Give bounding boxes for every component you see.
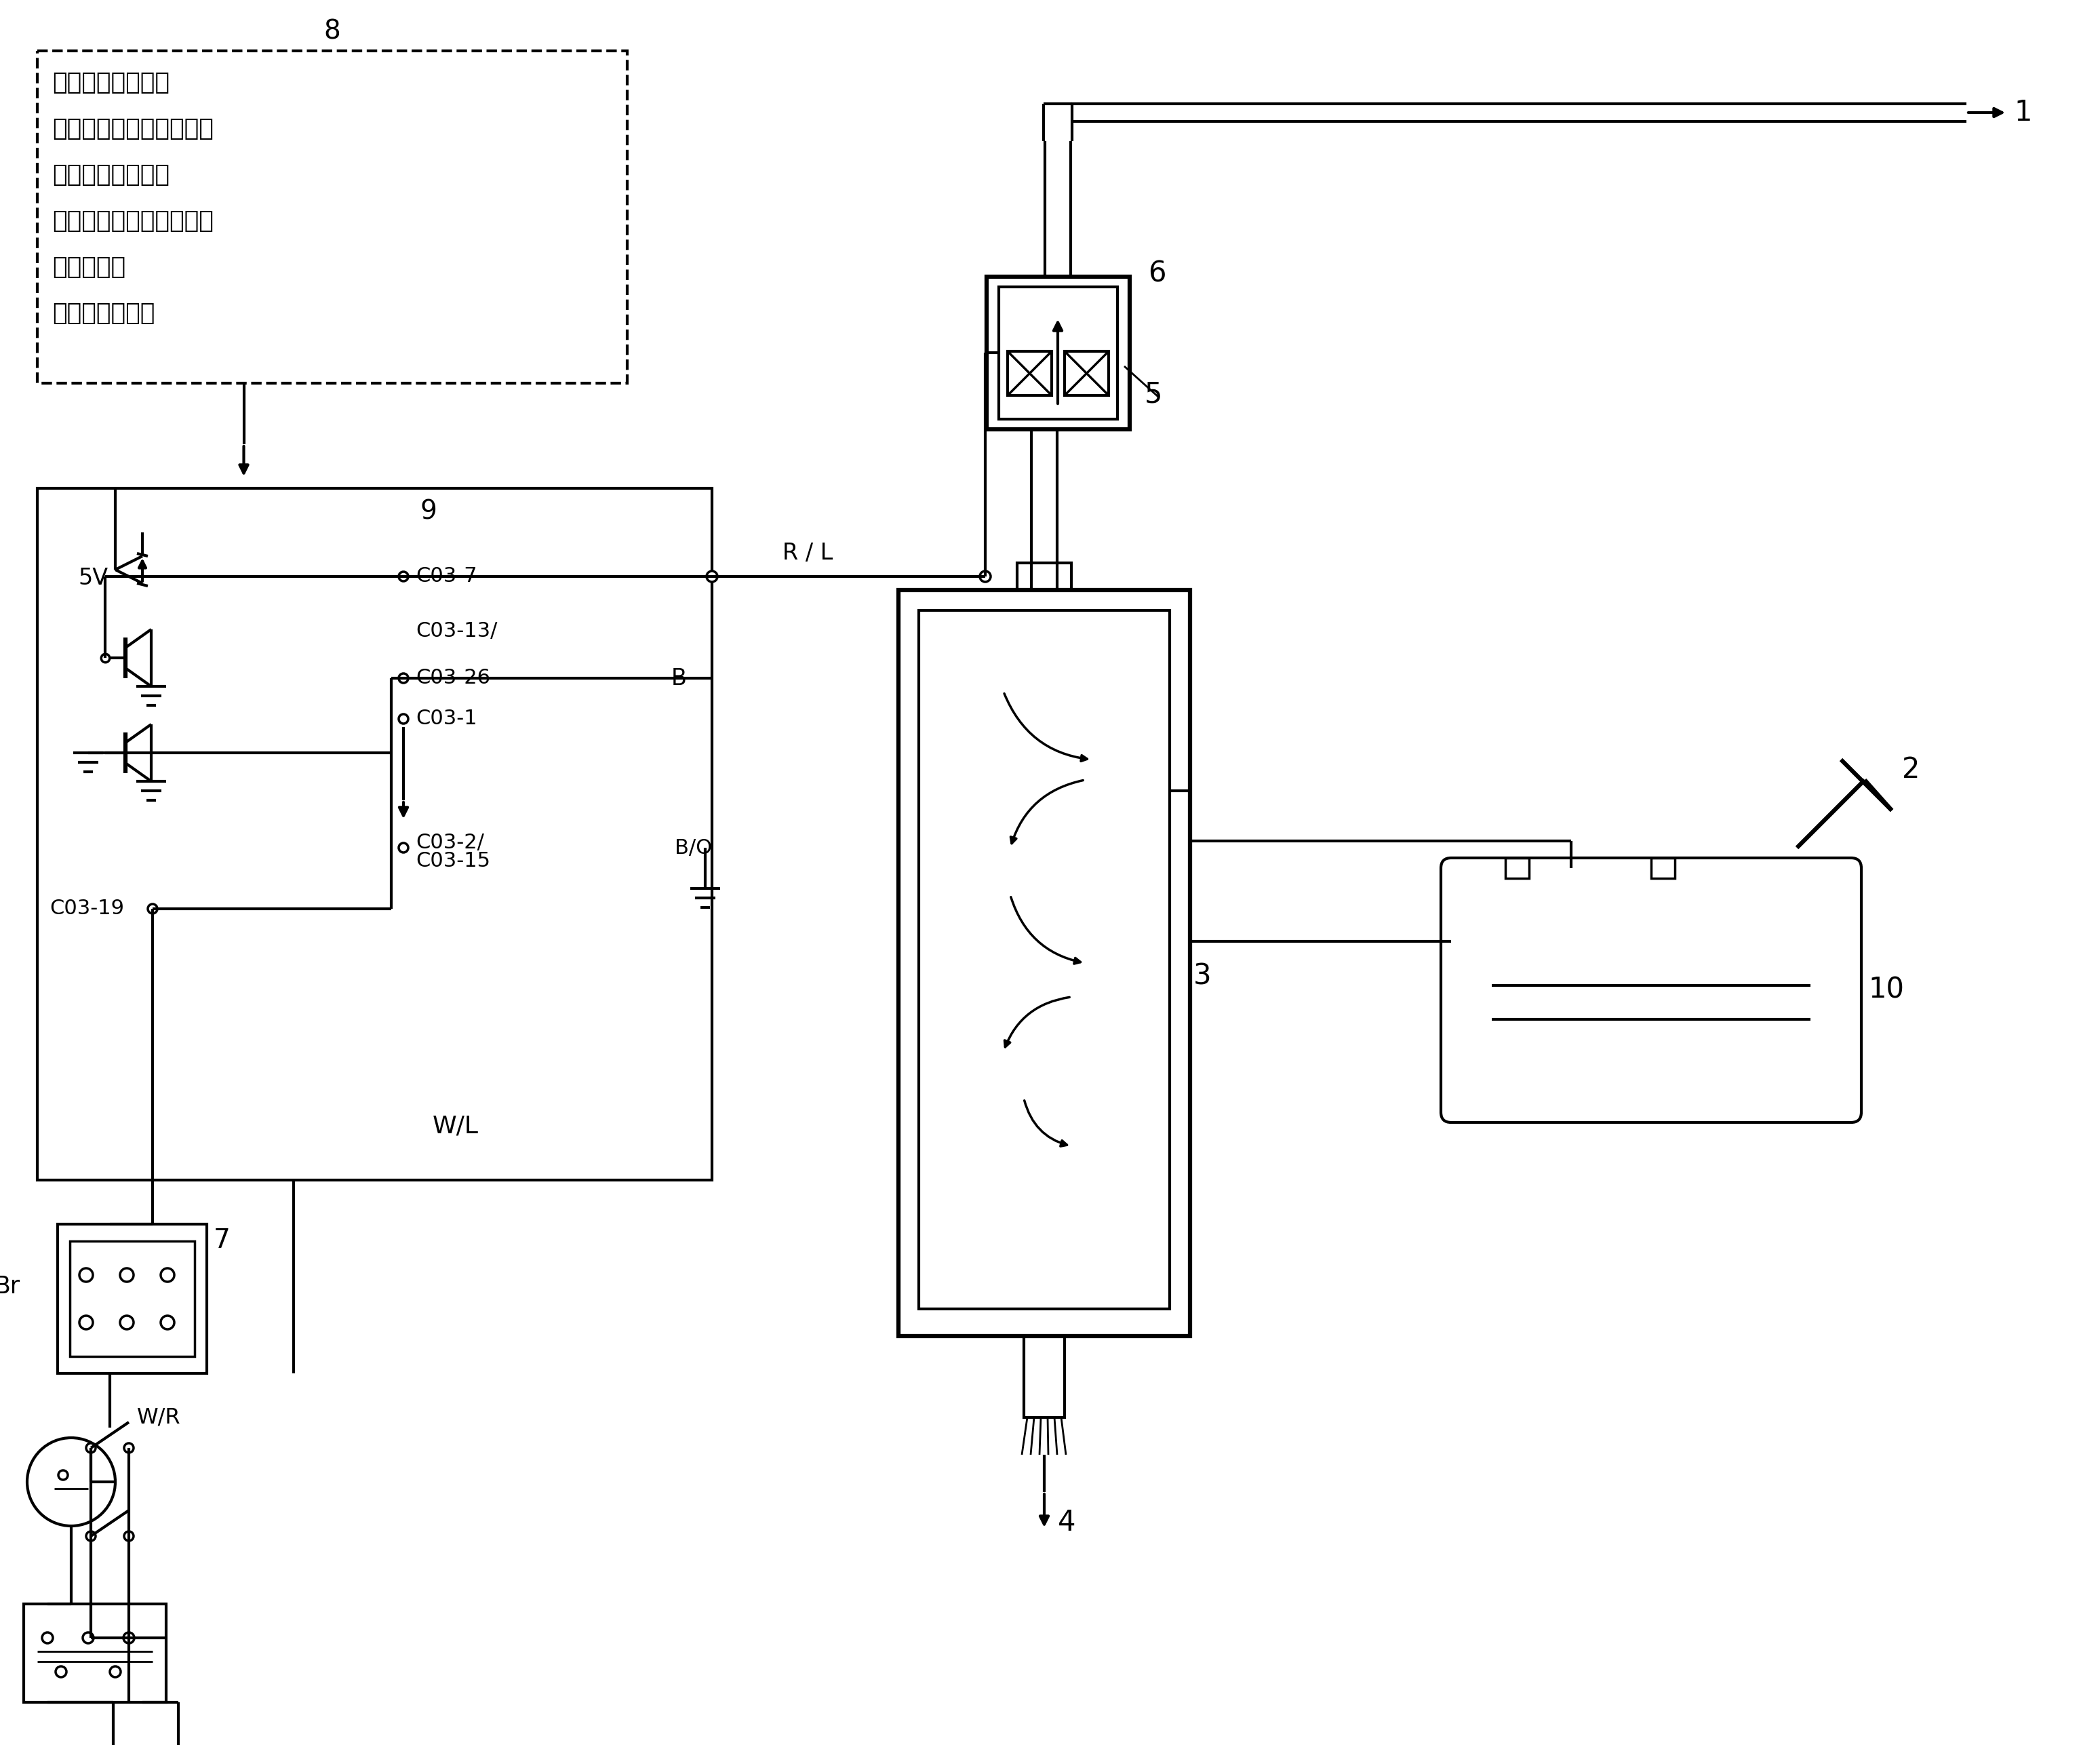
- Text: 4: 4: [1058, 1508, 1075, 1537]
- Circle shape: [42, 1632, 53, 1644]
- Circle shape: [124, 1632, 134, 1644]
- Circle shape: [82, 1632, 95, 1644]
- Bar: [1000, 286, 1117, 419]
- Bar: [1065, 351, 1109, 396]
- Circle shape: [399, 714, 407, 724]
- Text: 6: 6: [1149, 260, 1166, 288]
- Circle shape: [59, 1471, 67, 1480]
- Text: 车速传感器: 车速传感器: [53, 257, 126, 279]
- Bar: [38, 489, 712, 1180]
- Text: 进气歧管绝对压力传感器: 进气歧管绝对压力传感器: [53, 117, 214, 140]
- Bar: [899, 590, 1191, 1337]
- Circle shape: [981, 571, 991, 581]
- Bar: [1025, 1337, 1065, 1417]
- Text: B/O: B/O: [674, 838, 712, 857]
- Bar: [1506, 859, 1529, 878]
- Text: C03-15: C03-15: [416, 852, 489, 871]
- Text: C03-13/: C03-13/: [416, 621, 498, 640]
- Circle shape: [124, 1532, 134, 1541]
- Bar: [987, 277, 1130, 429]
- Text: Br: Br: [0, 1276, 21, 1298]
- Text: 3: 3: [1193, 961, 1212, 991]
- Bar: [38, 51, 628, 384]
- Text: W/L: W/L: [433, 1115, 479, 1138]
- Circle shape: [162, 1316, 174, 1330]
- Circle shape: [55, 1666, 67, 1677]
- Circle shape: [86, 1532, 97, 1541]
- Text: 发动机冷却液温度传感器: 发动机冷却液温度传感器: [53, 209, 214, 232]
- Text: 9: 9: [420, 499, 437, 524]
- Bar: [1651, 859, 1676, 878]
- Circle shape: [162, 1269, 174, 1283]
- Circle shape: [80, 1269, 92, 1283]
- Text: 8: 8: [323, 17, 340, 44]
- Text: B: B: [672, 667, 687, 689]
- Text: C03-19: C03-19: [50, 899, 124, 918]
- Bar: [23, 1604, 166, 1703]
- Circle shape: [120, 1316, 134, 1330]
- Circle shape: [399, 674, 407, 682]
- Circle shape: [109, 1666, 120, 1677]
- Circle shape: [120, 1269, 134, 1283]
- Circle shape: [399, 843, 407, 853]
- Text: R / L: R / L: [783, 543, 834, 564]
- Text: 凸轮轴位置传感器: 凸轮轴位置传感器: [53, 164, 170, 187]
- Text: 1: 1: [2014, 98, 2033, 127]
- Bar: [1008, 351, 1052, 396]
- Circle shape: [706, 571, 718, 581]
- Text: 2: 2: [1903, 756, 1919, 784]
- Text: 节气门位置传感器: 节气门位置传感器: [53, 72, 170, 94]
- Circle shape: [399, 572, 407, 581]
- Circle shape: [80, 1316, 92, 1330]
- Text: C03-1: C03-1: [416, 708, 477, 729]
- Circle shape: [147, 904, 158, 914]
- Text: C03-7: C03-7: [416, 567, 477, 586]
- Text: 进气温度传感器: 进气温度传感器: [53, 302, 155, 325]
- Bar: [57, 1225, 206, 1373]
- Bar: [1016, 564, 1071, 590]
- Text: C03-26: C03-26: [416, 668, 489, 688]
- Bar: [69, 1241, 195, 1356]
- Bar: [920, 611, 1170, 1309]
- Circle shape: [124, 1443, 134, 1452]
- Text: 5: 5: [1145, 380, 1163, 408]
- Circle shape: [86, 1443, 97, 1452]
- Text: C03-2/: C03-2/: [416, 832, 485, 853]
- Text: 10: 10: [1869, 975, 1905, 1005]
- Text: 5V: 5V: [78, 567, 109, 590]
- Text: 7: 7: [214, 1227, 231, 1253]
- Text: W/R: W/R: [137, 1406, 181, 1427]
